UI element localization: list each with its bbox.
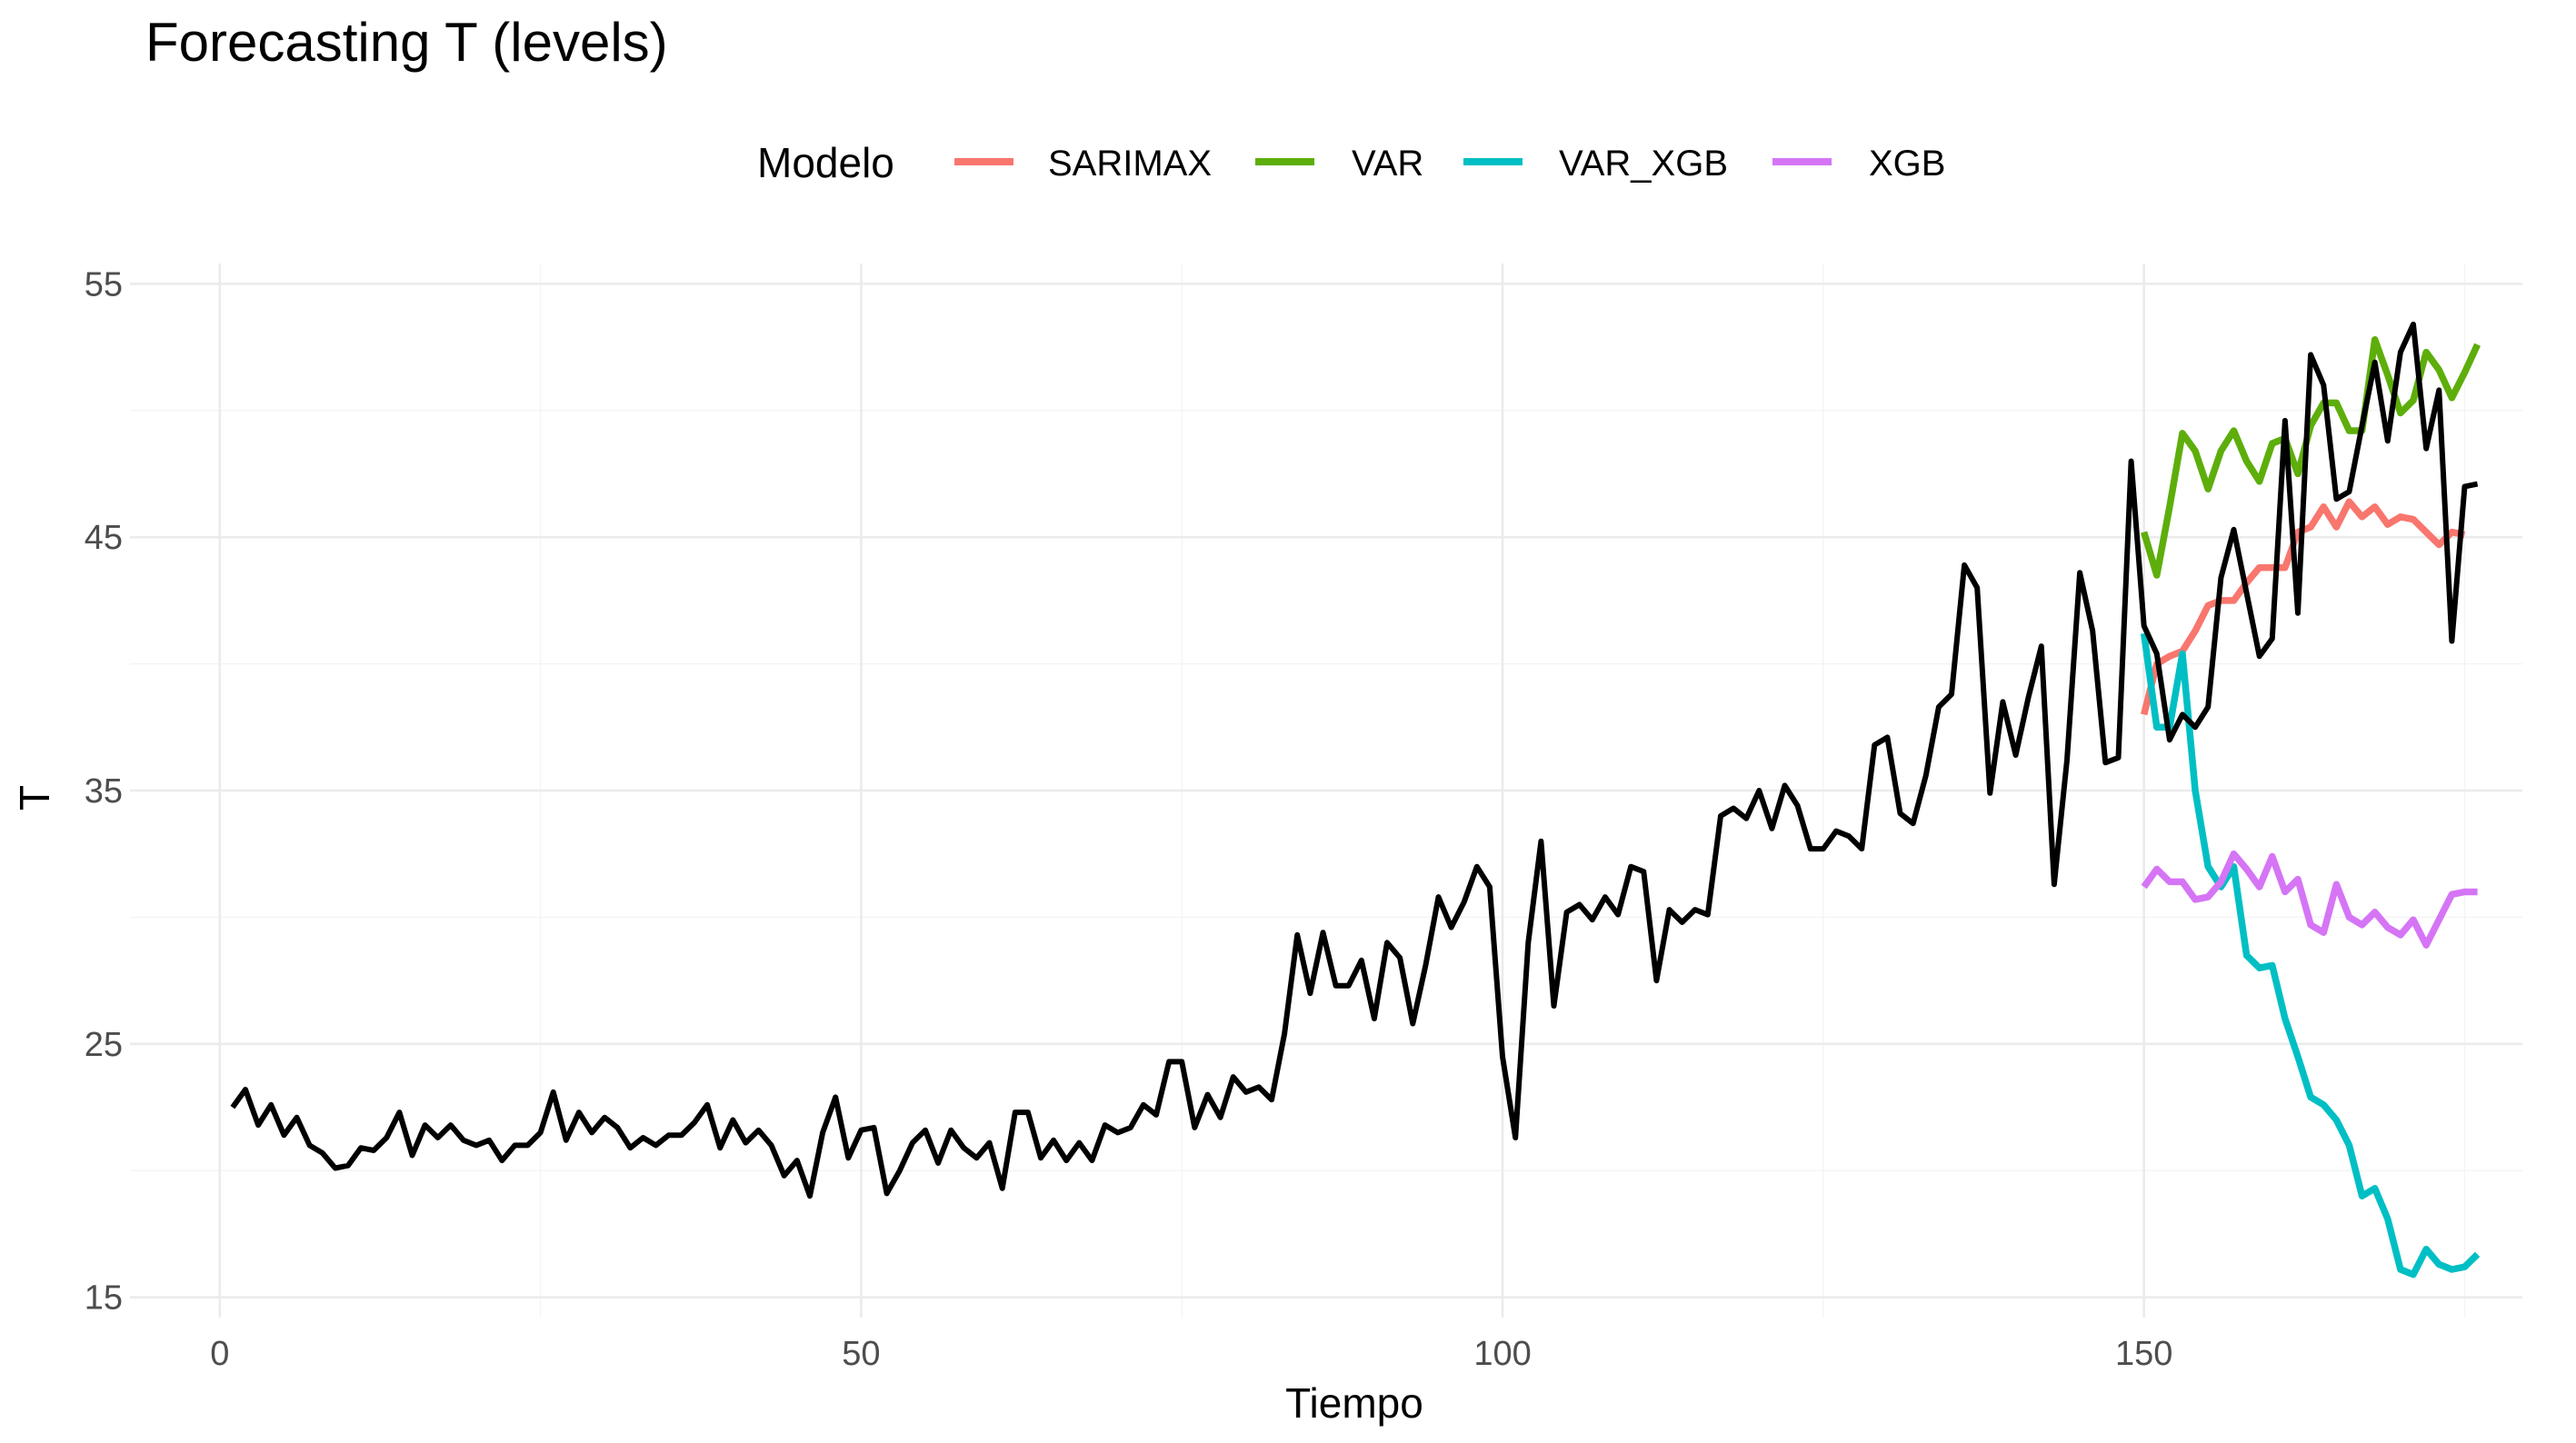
legend-label-xgb: XGB [1869,144,1945,184]
x-axis-title: Tiempo [1285,1379,1423,1427]
series-line-var [2141,335,2481,579]
y-tick-label: 25 [85,1026,123,1064]
y-tick-label: 15 [85,1279,123,1318]
y-tick-label: 55 [85,265,123,304]
series-lines [230,321,2481,1279]
x-tick-labels: 0 50 100 150 [210,1335,2172,1373]
y-tick-labels: 15 25 35 45 55 [85,265,123,1317]
y-tick-label: 45 [85,519,123,557]
observed-line [230,321,2479,1199]
legend-label-sarimax: SARIMAX [1048,144,1212,184]
legend: Modelo SARIMAX VAR VAR_XGB XGB [757,139,1945,186]
x-tick-label: 50 [842,1335,880,1373]
y-tick-label: 35 [85,772,123,811]
legend-title: Modelo [757,139,894,186]
legend-label-var-xgb: VAR_XGB [1559,144,1728,184]
series-line-var-xgb [2140,632,2481,1279]
series-line-xgb [2141,850,2478,949]
legend-label-var: VAR [1352,144,1423,184]
grid [130,264,2522,1318]
x-tick-label: 0 [210,1335,229,1373]
x-tick-label: 150 [2115,1335,2172,1373]
chart-title: Forecasting T (levels) [145,12,668,73]
y-axis-title: T [11,785,58,811]
x-tick-label: 100 [1473,1335,1531,1373]
